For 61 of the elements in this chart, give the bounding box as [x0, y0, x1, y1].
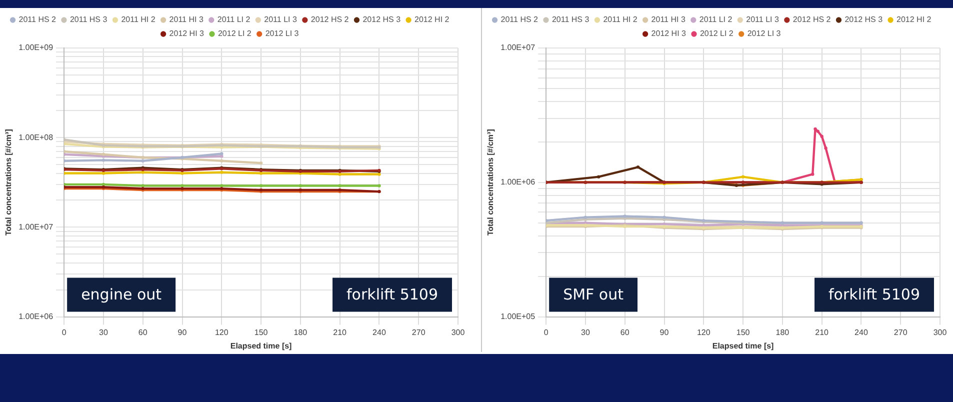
x-tick-label: 60	[620, 328, 630, 337]
x-tick-label: 180	[776, 328, 790, 337]
legend-label: 2011 HI 2	[121, 15, 156, 24]
legend-label: 2012 HI 2	[414, 15, 450, 24]
legend-label: 2012 HS 3	[844, 15, 884, 24]
x-tick-label: 240	[372, 328, 386, 337]
annotation: SMF out	[563, 286, 624, 304]
legend-label: 2011 HS 3	[70, 15, 108, 24]
y-tick-label: 1.00E+07	[18, 222, 54, 232]
x-tick-label: 90	[178, 328, 188, 337]
y-tick-label: 1.00E+05	[500, 312, 536, 322]
legend-label: 2012 HI 3	[169, 29, 205, 38]
legend-label: 2011 HI 3	[651, 15, 686, 24]
legend-label: 2012 HI 3	[651, 29, 687, 38]
y-axis-title: Total concentrations [#/cm³]	[4, 128, 14, 236]
y-tick-label: 1.00E+07	[500, 43, 536, 52]
legend-label: 2011 HS 2	[500, 15, 539, 24]
legend-label: 2011 LI 3	[746, 15, 780, 24]
legend-label: 2012 LI 3	[265, 29, 300, 38]
x-axis-title: Elapsed time [s]	[230, 341, 292, 350]
y-tick-label: 1.00E+06	[500, 178, 536, 187]
x-tick-label: 300	[451, 328, 466, 337]
x-tick-label: 150	[254, 328, 268, 337]
x-tick-label: 210	[815, 328, 830, 337]
x-tick-label: 210	[333, 328, 348, 337]
x-tick-label: 240	[854, 328, 868, 337]
x-tick-label: 60	[138, 328, 148, 337]
legend-label: 2011 LI 2	[217, 15, 251, 24]
y-axis-title: Total concentrations [#/cm³]	[486, 128, 496, 236]
legend-label: 2011 HI 2	[603, 15, 638, 24]
legend-label: 2012 LI 3	[747, 29, 782, 38]
legend-label: 2011 LI 2	[699, 15, 733, 24]
legend-label: 2012 HS 2	[310, 15, 350, 24]
legend-label: 2012 LI 2	[700, 29, 734, 38]
x-tick-label: 30	[99, 328, 108, 337]
legend-label: 2012 HI 2	[896, 15, 932, 24]
x-tick-label: 90	[660, 328, 670, 337]
y-tick-label: 1.00E+06	[18, 312, 54, 322]
x-tick-label: 0	[62, 328, 67, 337]
legend-label: 2011 HS 3	[552, 15, 590, 24]
x-tick-label: 150	[736, 328, 750, 337]
legend-label: 2011 HI 3	[169, 15, 204, 24]
legend-label: 2012 LI 2	[218, 29, 252, 38]
y-tick-label: 1.00E+09	[18, 43, 54, 52]
x-tick-label: 120	[214, 328, 229, 337]
annotation: forklift 5109	[828, 286, 920, 304]
x-tick-label: 0	[544, 328, 549, 337]
y-tick-label: 1.00E+08	[18, 132, 54, 142]
x-axis-title: Elapsed time [s]	[712, 341, 774, 350]
x-tick-label: 270	[412, 328, 426, 337]
legend-label: 2011 HS 2	[18, 15, 57, 24]
legend-label: 2011 LI 3	[264, 15, 298, 24]
x-tick-label: 120	[696, 328, 711, 337]
annotation: engine out	[81, 286, 162, 304]
x-tick-label: 30	[581, 328, 590, 337]
x-tick-label: 300	[933, 328, 948, 337]
legend-label: 2012 HS 3	[362, 15, 402, 24]
x-tick-label: 270	[894, 328, 908, 337]
x-tick-label: 180	[294, 328, 308, 337]
legend-label: 2012 HS 2	[792, 15, 832, 24]
annotation: forklift 5109	[346, 286, 438, 304]
